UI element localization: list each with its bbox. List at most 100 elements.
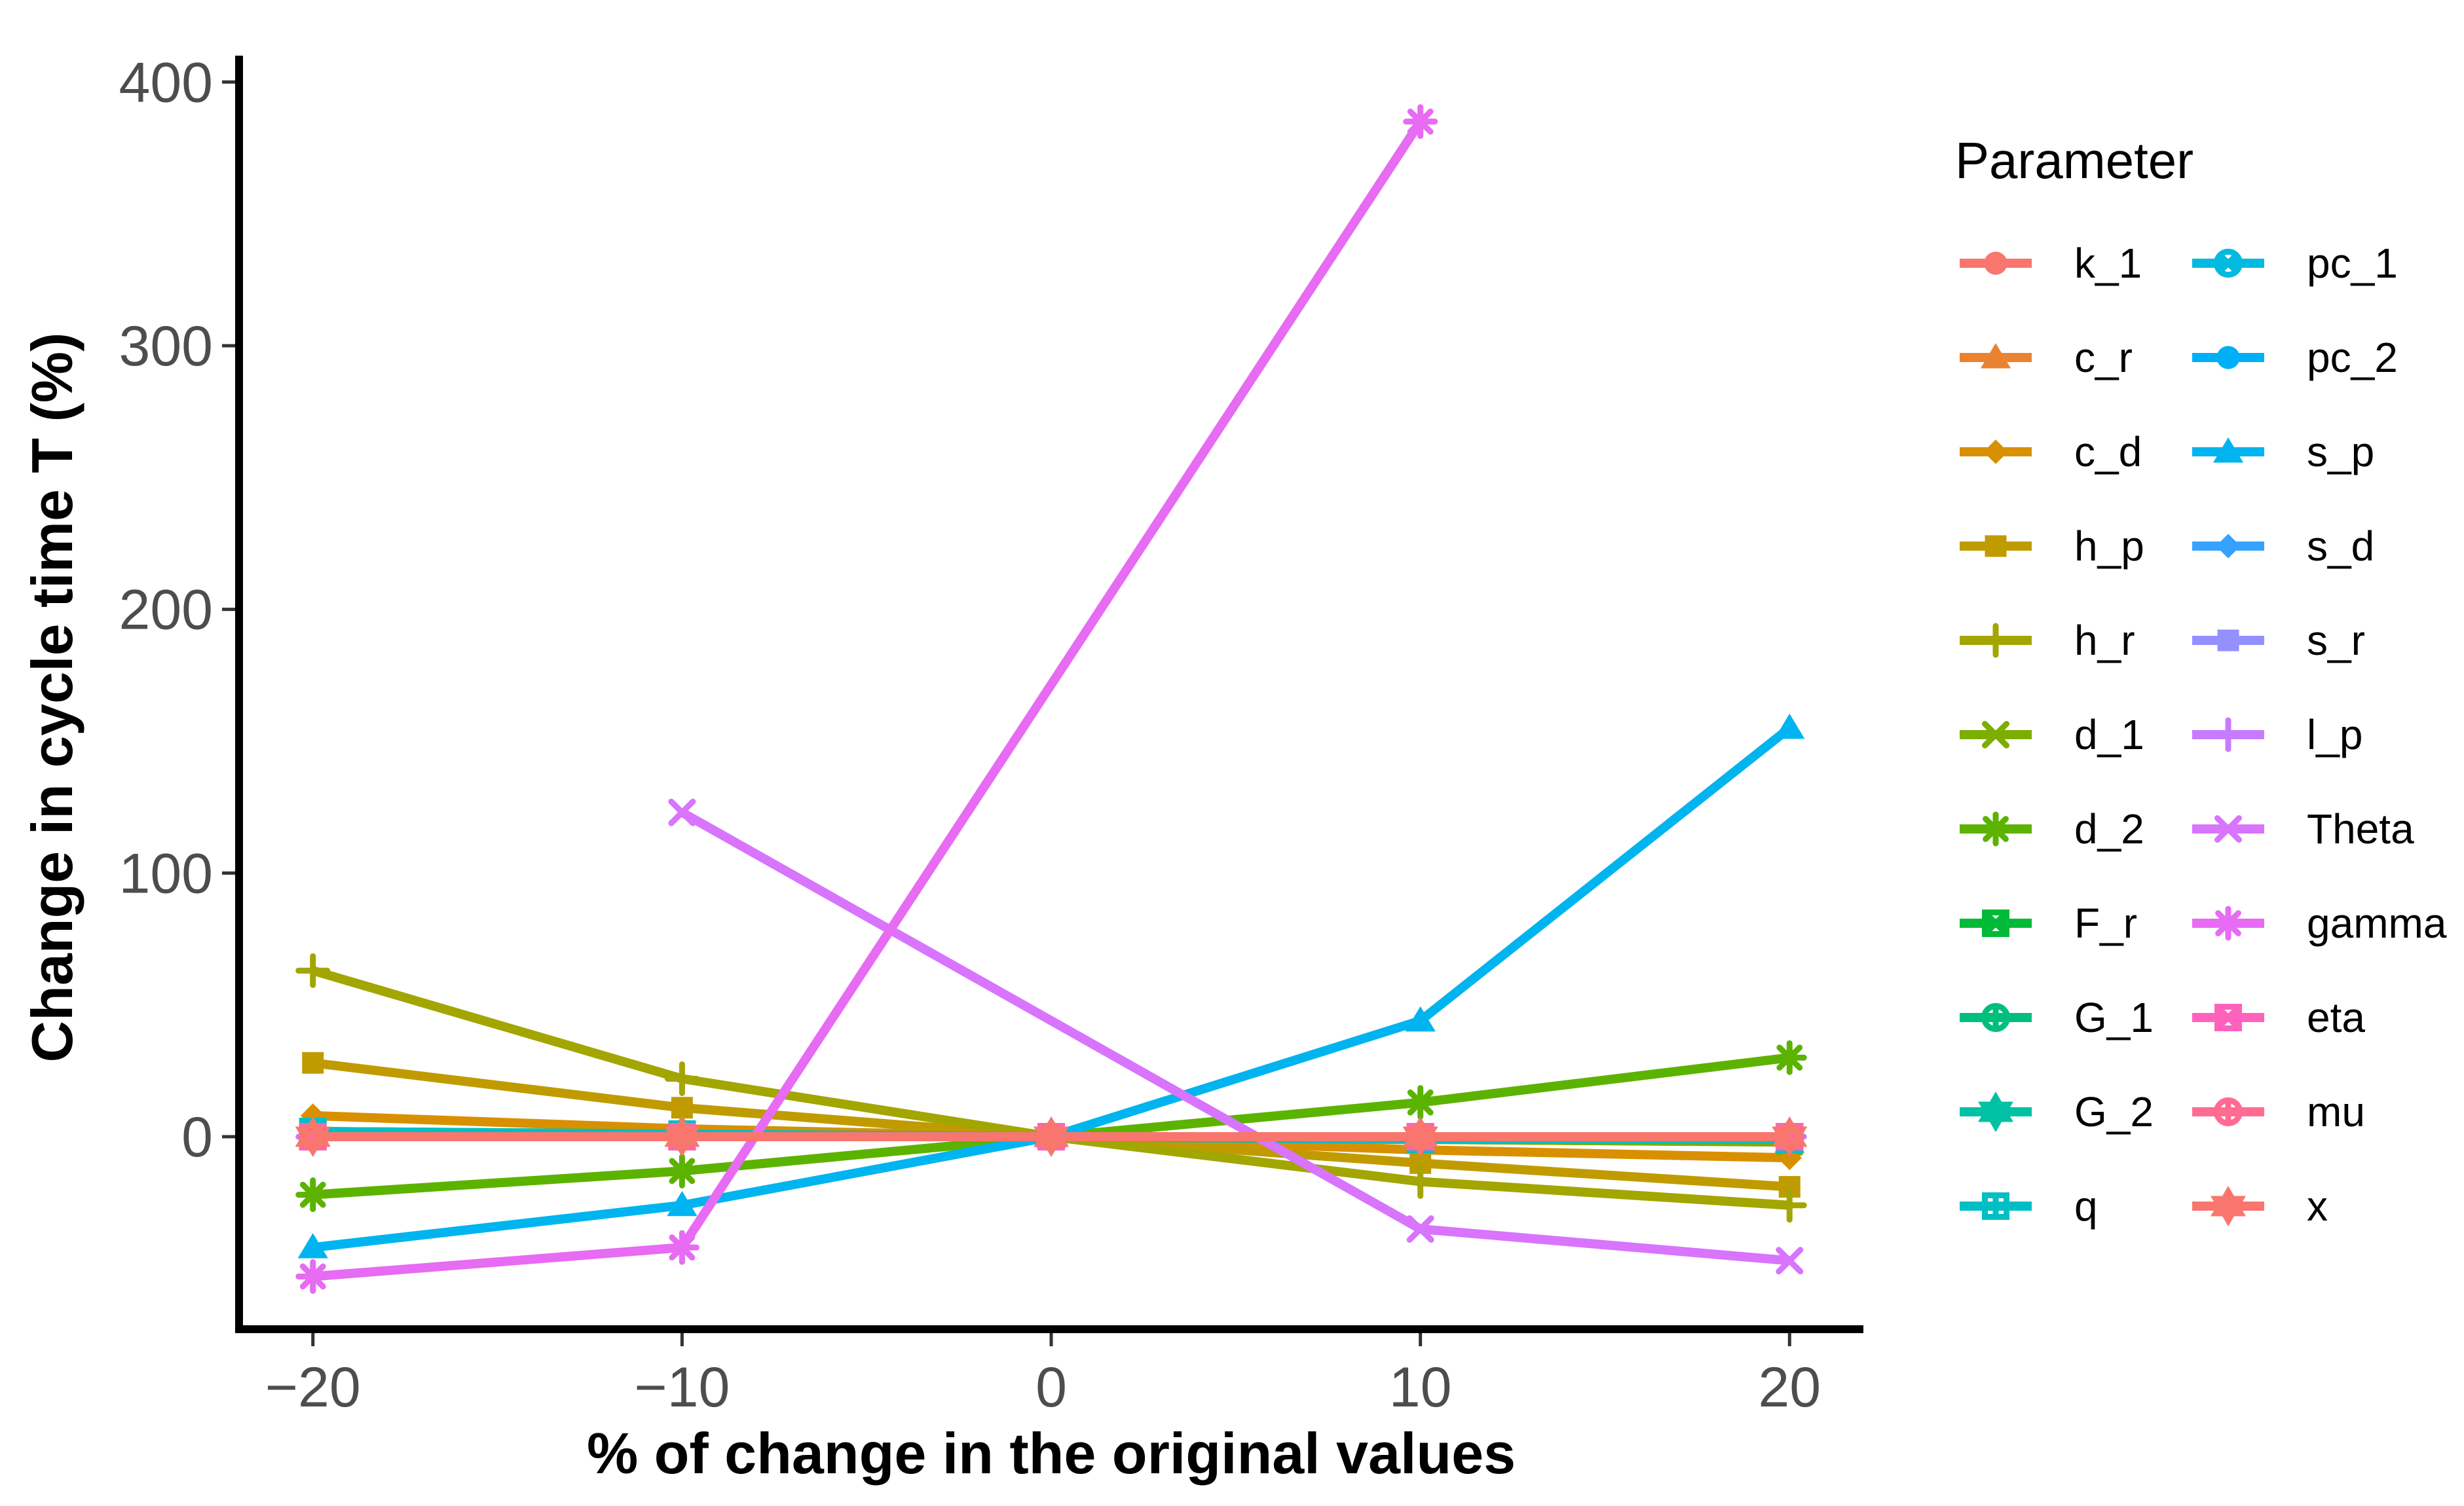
legend-label: G_2 <box>2074 1088 2154 1135</box>
data-point-h_p <box>671 1097 693 1119</box>
legend-item-s_p: s_p <box>2192 428 2374 475</box>
legend-item-pc_2: pc_2 <box>2192 334 2398 381</box>
legend-items: k_1 c_r c_d h_p h_r d_1 d_2 F_r G_1 G_2q pc_1 pc_2s… <box>1960 240 2447 1230</box>
data-point-h_r <box>1772 1188 1807 1223</box>
legend-label: d_2 <box>2074 805 2144 853</box>
legend-label: eta <box>2307 994 2365 1041</box>
data-point-s_p <box>1405 1006 1436 1032</box>
legend-label: l_p <box>2307 711 2362 758</box>
legend-item-s_r: s_r <box>2192 617 2365 664</box>
data-point-Theta <box>1406 1215 1434 1243</box>
data-point-x <box>295 1116 331 1158</box>
legend-label: s_d <box>2307 523 2374 570</box>
legend-item-gamma: gamma <box>2192 900 2447 947</box>
legend-key-marker <box>1982 1192 2009 1220</box>
data-point-x <box>1034 1116 1069 1158</box>
legend-key-marker <box>1983 439 2008 464</box>
data-point-d_2 <box>1772 1040 1807 1075</box>
y-tick-label: 100 <box>119 842 214 905</box>
data-point-c_d <box>301 1103 326 1128</box>
data-point-x <box>1402 1116 1438 1158</box>
x-tick-label: 0 <box>1036 1356 1067 1419</box>
legend-label: G_1 <box>2074 994 2154 1041</box>
legend-label: c_r <box>2074 334 2133 381</box>
legend-label: h_p <box>2074 523 2144 570</box>
legend-key-marker <box>2212 437 2244 463</box>
legend-item-h_r: h_r <box>1960 617 2135 664</box>
legend-item-F_r: F_r <box>1960 900 2137 947</box>
data-point-s_p <box>297 1233 328 1258</box>
legend-item-eta: eta <box>2192 994 2365 1041</box>
data-point-h_r <box>295 953 331 988</box>
series-Theta <box>668 798 1804 1275</box>
y-tick-label: 400 <box>119 51 214 114</box>
legend-item-mu: mu <box>2192 1088 2365 1135</box>
data-point-x <box>1772 1116 1808 1158</box>
legend-label: q <box>2074 1183 2098 1230</box>
legend-key-marker <box>2216 346 2240 369</box>
legend-key-marker <box>1978 811 2013 847</box>
legend-item-h_p: h_p <box>1960 523 2144 570</box>
y-ticks: 0 100 200 300 400 <box>119 51 235 1169</box>
legend-label: x <box>2307 1183 2328 1230</box>
legend-item-d_2: d_2 <box>1960 805 2144 853</box>
legend-item-x: x <box>2192 1183 2328 1230</box>
legend-label: gamma <box>2307 900 2447 947</box>
x-axis-title: % of change in the original values <box>587 1421 1516 1486</box>
legend-label: F_r <box>2074 900 2137 947</box>
x-tick-label: 20 <box>1758 1356 1821 1419</box>
legend-item-l_p: l_p <box>2192 711 2362 758</box>
legend-label: k_1 <box>2074 240 2142 287</box>
data-point-Theta <box>1776 1247 1804 1275</box>
series-x <box>295 1116 1808 1158</box>
data-point-x <box>664 1116 700 1158</box>
x-tick-label: 10 <box>1389 1356 1452 1419</box>
data-point-gamma <box>1403 104 1438 139</box>
legend-label: c_d <box>2074 428 2142 475</box>
legend-item-Theta: Theta <box>2192 805 2414 853</box>
legend-key-marker <box>2213 1097 2243 1127</box>
legend-key-marker <box>2211 906 2246 941</box>
legend-key-marker <box>2214 815 2242 843</box>
legend-key-marker <box>1980 343 2011 369</box>
legend: Parameter k_1 c_r c_d h_p h_r d_1 d_2 F_r G_1 G_2… <box>1955 132 2447 1230</box>
axes <box>235 56 1863 1333</box>
legend-key-marker <box>2216 534 2241 559</box>
y-tick-label: 200 <box>119 579 214 642</box>
legend-item-G_1: G_1 <box>1960 994 2154 1041</box>
legend-key-marker <box>2211 1186 2246 1226</box>
y-tick-label: 0 <box>181 1106 213 1169</box>
legend-label: mu <box>2307 1088 2365 1135</box>
legend-item-d_1: d_1 <box>1960 711 2144 758</box>
legend-item-q: q <box>1960 1183 2098 1230</box>
legend-key-marker <box>2213 248 2243 278</box>
legend-label: pc_1 <box>2307 240 2398 287</box>
legend-item-s_d: s_d <box>2192 523 2374 570</box>
legend-key-marker <box>1982 909 2009 937</box>
legend-key-marker <box>2217 629 2239 652</box>
legend-label: s_r <box>2307 617 2365 664</box>
data-point-d_2 <box>295 1177 331 1213</box>
legend-key-marker <box>1985 535 2007 557</box>
data-point-d_2 <box>1403 1085 1438 1120</box>
legend-key-marker <box>1978 1092 2013 1132</box>
legend-label: d_1 <box>2074 711 2144 758</box>
legend-item-c_r: c_r <box>1960 334 2133 381</box>
x-tick-label: −10 <box>634 1356 730 1419</box>
legend-item-k_1: k_1 <box>1960 240 2142 287</box>
legend-item-c_d: c_d <box>1960 428 2142 475</box>
data-point-h_p <box>302 1052 324 1074</box>
legend-key-marker <box>2214 1004 2242 1031</box>
x-ticks: −20 −10 0 10 20 <box>265 1333 1821 1419</box>
data-point-d_2 <box>664 1153 700 1188</box>
legend-label: pc_2 <box>2307 334 2398 381</box>
y-tick-label: 300 <box>119 315 214 378</box>
data-point-h_r <box>664 1061 700 1096</box>
data-point-h_r <box>1403 1164 1438 1199</box>
legend-label: Theta <box>2307 805 2414 853</box>
plot-area <box>295 104 1808 1294</box>
legend-key-marker <box>1981 1002 2011 1033</box>
legend-title: Parameter <box>1955 132 2193 189</box>
data-point-Theta <box>668 798 696 826</box>
